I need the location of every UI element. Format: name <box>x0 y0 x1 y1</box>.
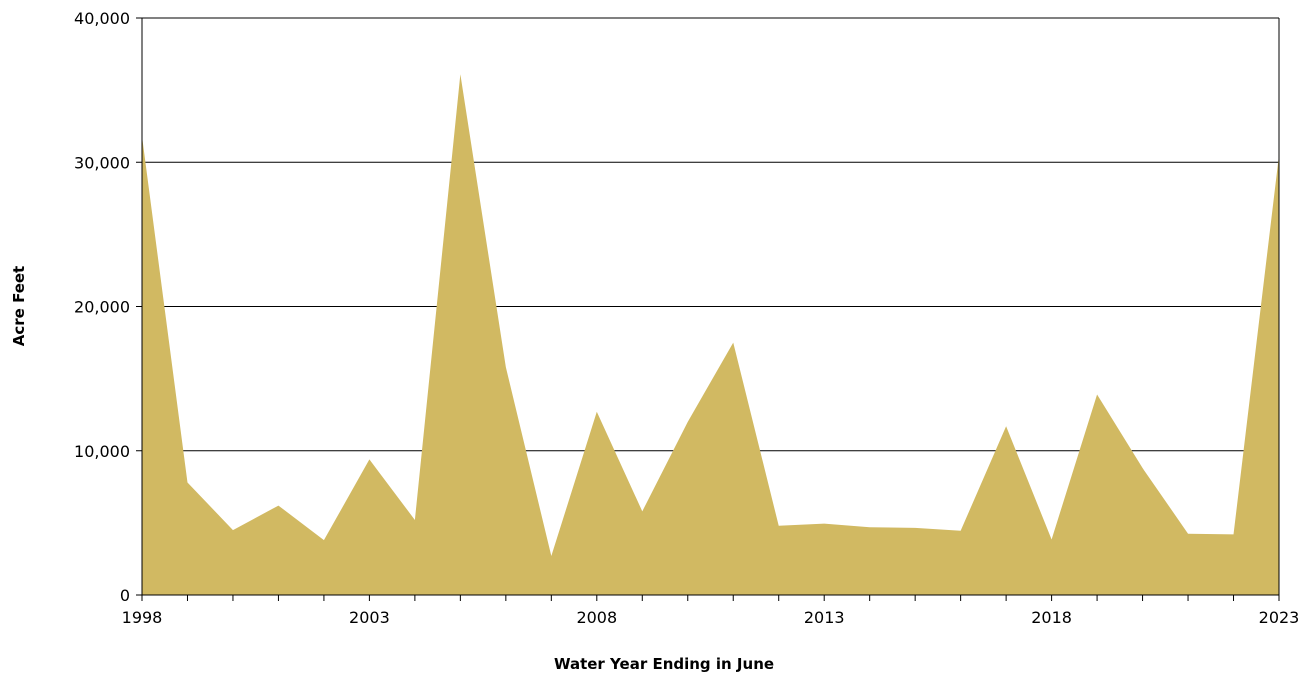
y-tick-label: 30,000 <box>74 153 130 172</box>
y-axis-tick-labels: 0 10,000 20,000 30,000 40,000 <box>74 9 130 605</box>
y-axis-title: Acre Feet <box>10 266 28 346</box>
x-tick-label: 2018 <box>1031 608 1072 627</box>
x-tick-label: 1998 <box>122 608 163 627</box>
y-tick-label: 20,000 <box>74 298 130 317</box>
x-tick-label: 2023 <box>1259 608 1300 627</box>
y-tick-label: 0 <box>120 586 130 605</box>
x-tick-label: 2003 <box>349 608 390 627</box>
y-tick-label: 10,000 <box>74 442 130 461</box>
x-tick-label: 2013 <box>804 608 845 627</box>
y-tick-label: 40,000 <box>74 9 130 28</box>
area-series <box>142 74 1279 595</box>
x-axis-tick-labels: 1998 2003 2008 2013 2018 2023 <box>122 608 1300 627</box>
x-tick-label: 2008 <box>576 608 617 627</box>
x-axis-title: Water Year Ending in June <box>554 655 774 673</box>
axes <box>136 17 1280 601</box>
